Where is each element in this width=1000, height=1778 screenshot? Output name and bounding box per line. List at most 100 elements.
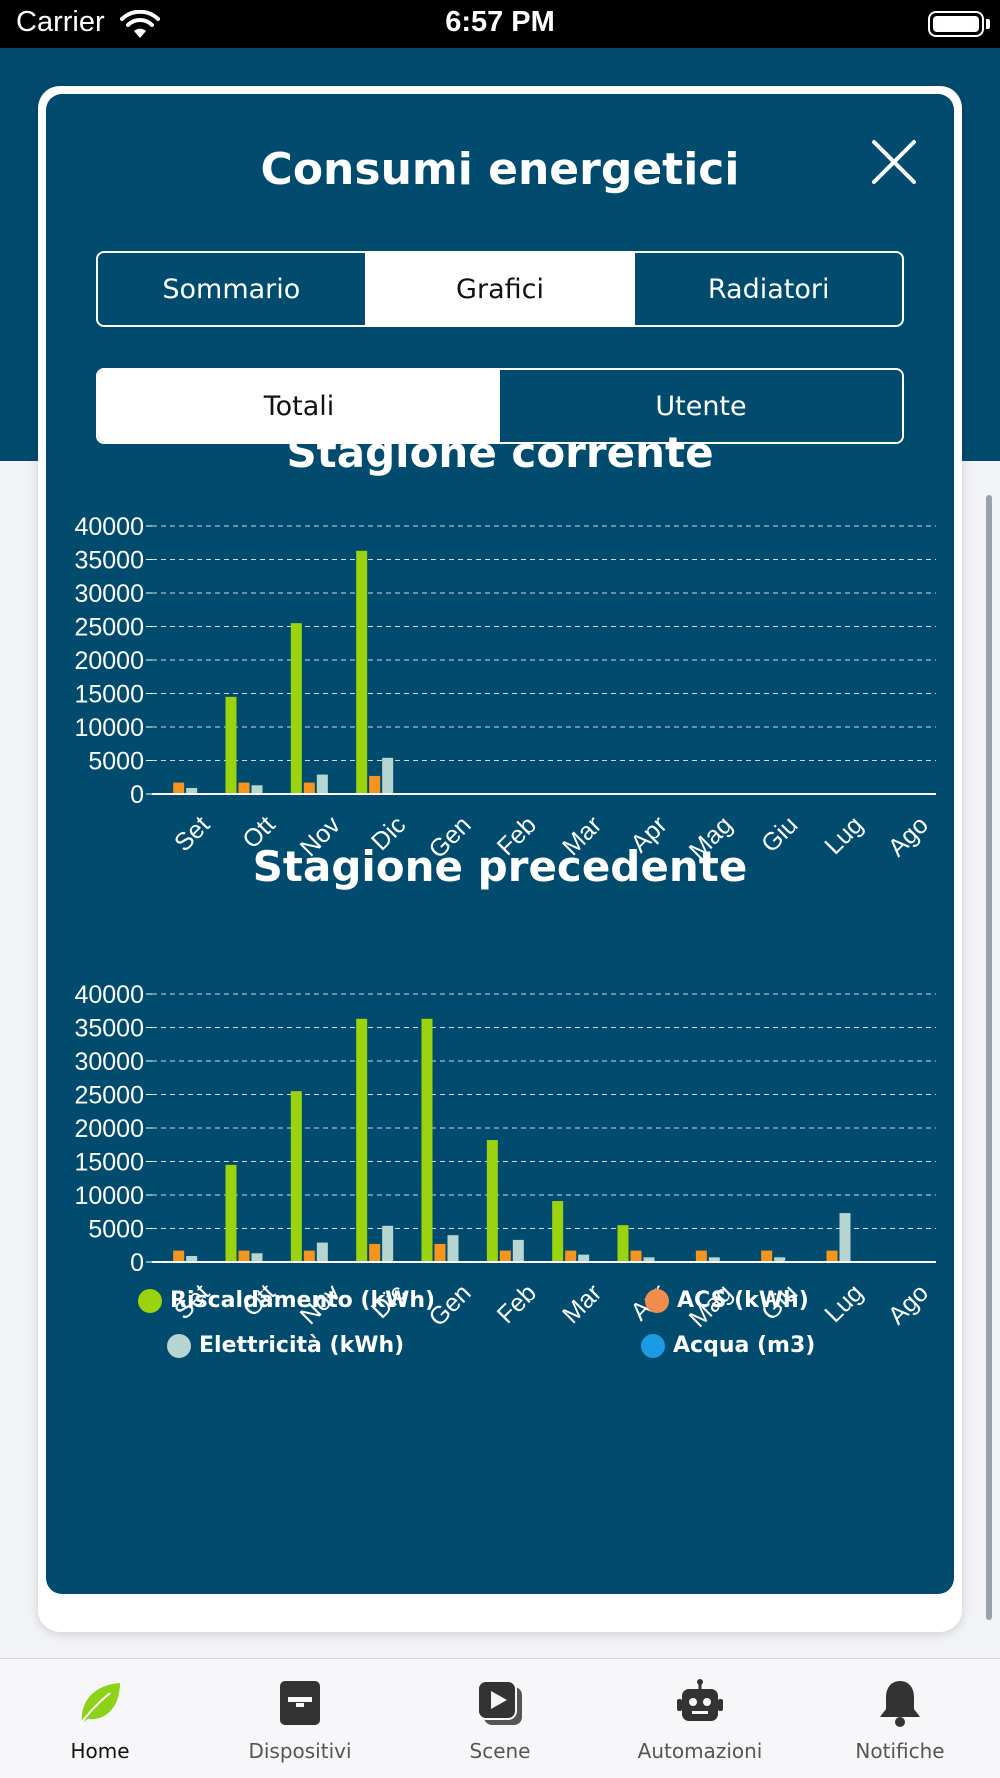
- bar[interactable]: [303, 1250, 315, 1262]
- y-tick-label: 30000: [74, 1048, 144, 1076]
- modal-title: Consumi energetici: [260, 144, 740, 195]
- y-tick-label: 25000: [74, 1082, 144, 1110]
- legend-label: ACS (kWh): [677, 1288, 809, 1313]
- battery-tip: [986, 19, 990, 29]
- legend-dot: [138, 1288, 162, 1313]
- x-tick-label: Lug: [819, 1279, 868, 1328]
- y-tick-label: 20000: [74, 1115, 144, 1143]
- chart-current-season: 0 5000 10000 15000 20000 25000 30000 35000 40000…: [74, 513, 936, 865]
- bar[interactable]: [447, 1235, 459, 1262]
- tab-dispositivi[interactable]: Dispositivi: [200, 1659, 400, 1778]
- tab-home[interactable]: Home: [0, 1659, 200, 1778]
- y-tick-label: 40000: [74, 981, 144, 1009]
- legend-label: Acqua (m3): [673, 1333, 816, 1358]
- bar[interactable]: [617, 1225, 629, 1262]
- bar[interactable]: [421, 1018, 433, 1262]
- bar[interactable]: [761, 1250, 773, 1262]
- tab-label: Automazioni: [637, 1739, 763, 1763]
- y-tick-label: 30000: [74, 580, 144, 608]
- bar[interactable]: [225, 1164, 237, 1262]
- energy-consumption-modal: Consumi energetici Sommario Grafici Radi…: [46, 94, 954, 1594]
- legend-item-acs[interactable]: ACS (kWh): [645, 1288, 809, 1313]
- y-tick-label: 0: [130, 781, 144, 809]
- bar[interactable]: [303, 782, 315, 794]
- bar[interactable]: [356, 550, 368, 794]
- tab-label: Dispositivi: [248, 1739, 352, 1763]
- y-tick-label: 25000: [74, 614, 144, 642]
- wifi-icon: [120, 10, 160, 38]
- bar[interactable]: [238, 782, 250, 794]
- bar[interactable]: [186, 1255, 198, 1262]
- scrollbar[interactable]: [986, 495, 992, 1620]
- chart-title-current: Stagione corrente: [286, 428, 714, 477]
- x-tick-label: Ago: [883, 1279, 934, 1330]
- tab-radiatori[interactable]: Radiatori: [633, 253, 902, 325]
- bar[interactable]: [630, 1250, 642, 1262]
- bar[interactable]: [565, 1250, 577, 1262]
- tab-totali[interactable]: Totali: [98, 370, 500, 442]
- bar[interactable]: [173, 782, 185, 794]
- bar[interactable]: [578, 1254, 590, 1262]
- bar[interactable]: [499, 1250, 511, 1262]
- legend-item-acqua[interactable]: Acqua (m3): [641, 1333, 815, 1358]
- bar[interactable]: [369, 1243, 381, 1262]
- bar[interactable]: [839, 1213, 851, 1262]
- legend-item-riscaldamento[interactable]: Riscaldamento (kWh): [138, 1288, 435, 1313]
- bar[interactable]: [316, 1242, 328, 1262]
- carrier-label: Carrier: [16, 6, 105, 38]
- bar[interactable]: [552, 1201, 564, 1262]
- tab-label: Scene: [469, 1739, 531, 1763]
- bar[interactable]: [434, 1243, 446, 1262]
- legend-label: Elettricità (kWh): [199, 1333, 405, 1358]
- y-tick-label: 20000: [74, 647, 144, 675]
- tab-sommario[interactable]: Sommario: [162, 273, 301, 305]
- bar[interactable]: [251, 785, 263, 794]
- device-icon: [280, 1681, 320, 1725]
- scope-tabs: Totali Utente: [96, 368, 904, 444]
- x-tick-label: Mar: [557, 1279, 607, 1329]
- bar[interactable]: [486, 1140, 498, 1262]
- status-bar: Carrier 6:57 PM: [0, 0, 1000, 48]
- bell-icon: [880, 1681, 920, 1727]
- bar[interactable]: [695, 1250, 707, 1262]
- chart-title-previous: Stagione precedente: [252, 842, 748, 891]
- robot-icon: [677, 1679, 723, 1721]
- bar[interactable]: [382, 757, 394, 794]
- y-tick-label: 40000: [74, 513, 144, 541]
- bar[interactable]: [643, 1257, 655, 1262]
- bar[interactable]: [826, 1250, 838, 1262]
- bar[interactable]: [774, 1257, 786, 1262]
- legend-dot: [645, 1288, 669, 1313]
- tab-label: Notifiche: [855, 1739, 945, 1763]
- play-icon: [477, 1680, 522, 1725]
- tab-utente[interactable]: Utente: [655, 390, 747, 422]
- y-tick-label: 5000: [88, 748, 144, 776]
- y-tick-label: 10000: [74, 714, 144, 742]
- leaf-icon: [79, 1683, 120, 1726]
- bar[interactable]: [356, 1018, 368, 1262]
- bar[interactable]: [290, 1091, 302, 1262]
- bar[interactable]: [251, 1253, 263, 1262]
- bar[interactable]: [290, 623, 302, 794]
- close-icon[interactable]: [864, 132, 924, 192]
- clock: 6:57 PM: [445, 6, 555, 38]
- bar[interactable]: [369, 775, 381, 794]
- bar[interactable]: [382, 1225, 394, 1262]
- legend-item-elettricita[interactable]: Elettricità (kWh): [167, 1333, 404, 1358]
- battery-icon: [928, 11, 984, 37]
- tab-grafici[interactable]: Grafici: [364, 253, 634, 325]
- bar[interactable]: [316, 774, 328, 794]
- legend-label: Riscaldamento (kWh): [170, 1288, 436, 1313]
- bar[interactable]: [186, 787, 198, 794]
- tab-automazioni[interactable]: Automazioni: [600, 1659, 800, 1778]
- tab-notifiche[interactable]: Notifiche: [800, 1659, 1000, 1778]
- chart-previous-season: 0 5000 10000 15000 20000 25000 30000 35000 40000…: [74, 981, 936, 1333]
- bar[interactable]: [173, 1250, 185, 1262]
- tab-scene[interactable]: Scene: [400, 1659, 600, 1778]
- y-tick-label: 15000: [74, 681, 144, 709]
- bar[interactable]: [708, 1257, 720, 1262]
- bar[interactable]: [512, 1239, 524, 1262]
- bar[interactable]: [238, 1250, 250, 1262]
- y-tick-label: 10000: [74, 1182, 144, 1210]
- bar[interactable]: [225, 696, 237, 794]
